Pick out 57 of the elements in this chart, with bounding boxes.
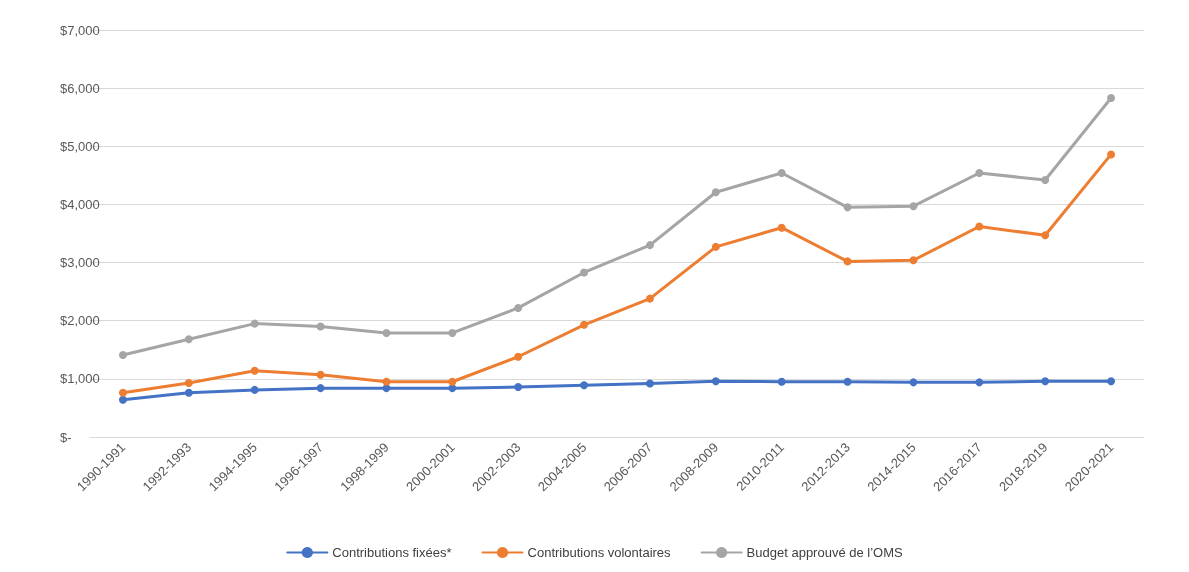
point [184,378,193,387]
point [514,383,523,391]
point [1041,176,1050,185]
legend-label: Contributions volontaires [527,545,672,560]
point [1041,377,1050,386]
point [382,328,391,337]
point [382,377,391,386]
point [843,203,852,212]
y-tick-label: $4,000 [60,196,100,212]
point [316,322,325,331]
point [580,268,589,277]
point [514,303,523,312]
point [448,377,457,386]
point [118,388,127,397]
point [975,378,984,387]
point [316,384,325,393]
point [711,377,720,386]
point [975,222,984,231]
point [1107,94,1116,103]
y-tick-label: $6,000 [60,80,100,96]
legend-label: Contributions fixées* [332,545,452,560]
y-tick-label: $- [60,429,72,445]
point [580,381,589,390]
y-tick-label: $7,000 [60,22,100,38]
point [645,379,654,388]
point [975,169,984,178]
point [118,395,127,404]
point [645,294,654,303]
point [843,257,852,266]
point [184,335,193,344]
point [645,241,654,250]
point [316,370,325,379]
point [1041,231,1050,240]
point [777,223,786,232]
point [777,377,786,386]
y-tick-label: $3,000 [60,255,100,271]
point [909,378,918,387]
point [909,202,918,211]
point [843,377,852,386]
point [1107,377,1116,386]
point [777,169,786,178]
point [711,242,720,251]
point [711,188,720,197]
y-tick-label: $5,000 [60,138,100,154]
point [184,388,193,397]
point [448,328,457,337]
point [909,256,918,265]
point [118,351,127,360]
point [250,385,259,394]
y-tick-label: $2,000 [60,313,100,329]
point [250,366,259,375]
y-tick-label: $1,000 [60,371,100,387]
point [580,320,589,329]
point [250,319,259,328]
point [1107,150,1116,159]
legend-label: Budget approuvé de l’OMS [746,545,904,560]
point [514,352,523,361]
